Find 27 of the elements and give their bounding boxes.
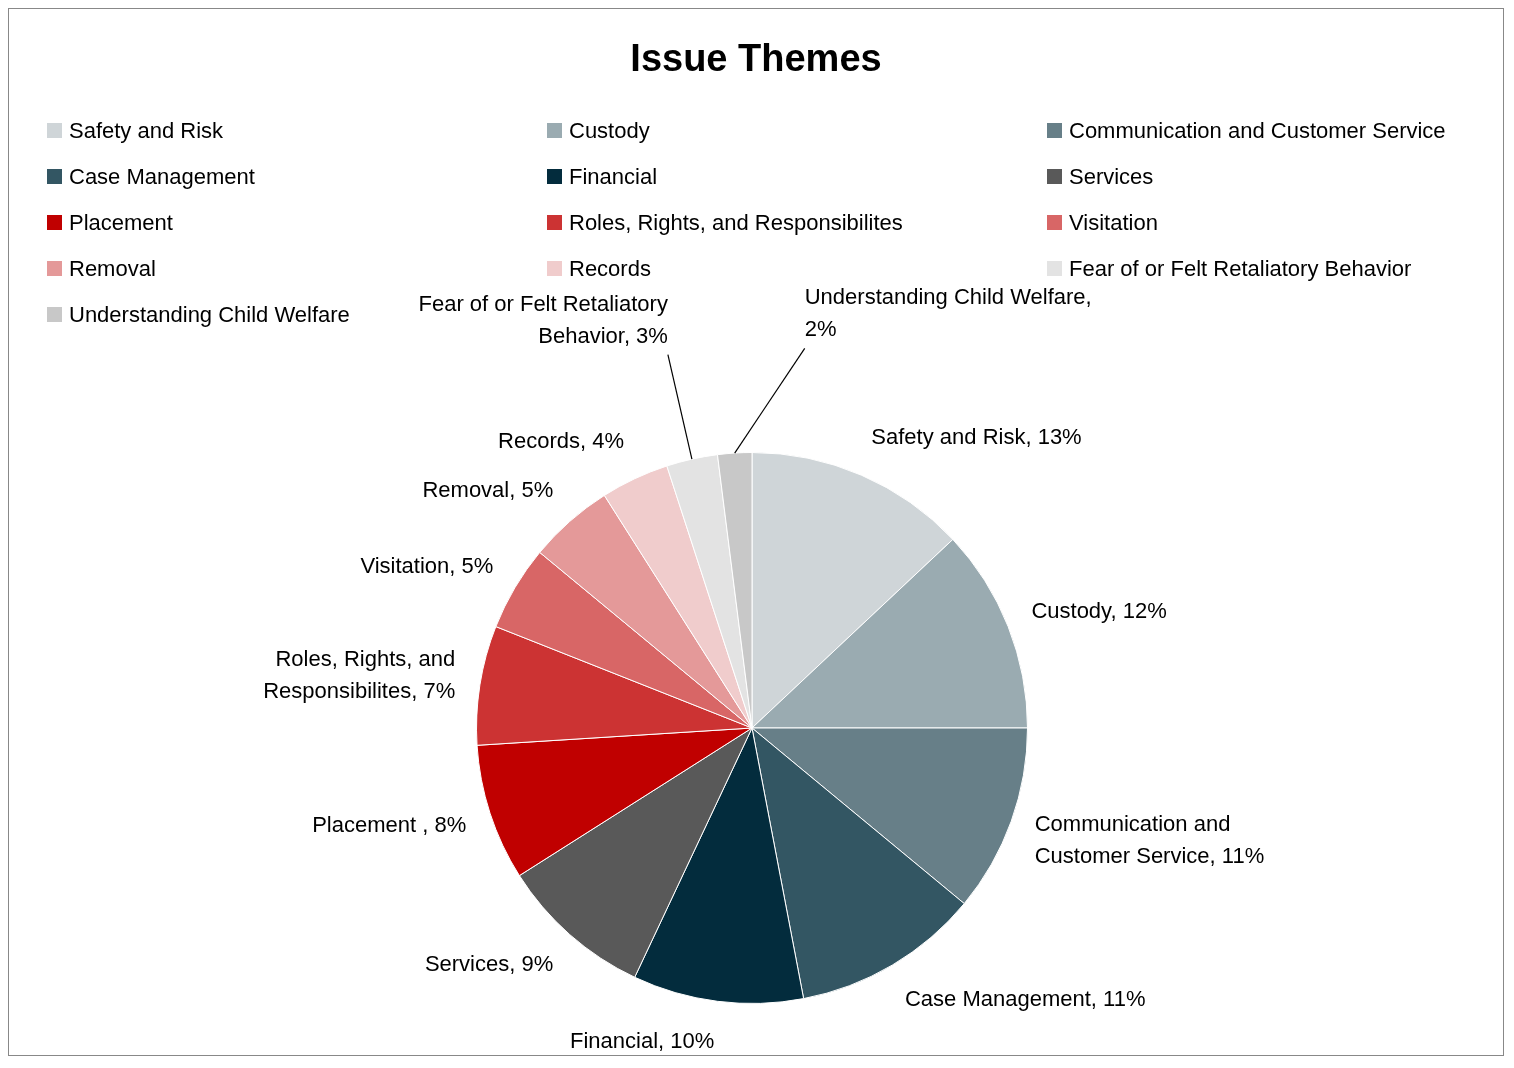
legend-label: Financial [569,163,658,190]
data-label: Visitation, 5% [360,552,494,578]
legend-label: Communication and Customer Service [1069,117,1446,144]
legend-label: Safety and Risk [69,117,224,144]
data-label: Case Management, 11% [904,986,1146,1012]
data-label: Roles, Rights, and Responsibilites, 7% [263,646,456,704]
data-label: Custody, 12% [1031,597,1167,623]
data-label: Understanding Child Welfare, 2% [804,284,1092,342]
legend-label: Records [569,255,651,282]
legend-label: Visitation [1069,209,1158,236]
legend-label: Custody [569,117,650,144]
data-label: Communication and Customer Service, 11% [1034,810,1265,868]
legend-label: Case Management [69,163,255,190]
data-label: Removal, 5% [422,476,554,502]
legend-label: Removal [69,255,156,282]
data-label: Fear of or Felt Retaliatory Behavior, 3% [418,290,668,348]
legend-label: Placement [69,209,173,236]
data-label: Services, 9% [424,951,554,977]
data-label: Safety and Risk, 13% [871,423,1082,449]
data-label: Placement , 8% [312,811,467,837]
chart-title: Issue Themes [629,37,883,80]
legend-label: Roles, Rights, and Responsibilites [569,209,903,236]
legend-label: Services [1069,163,1154,190]
legend-label: Understanding Child Welfare [69,301,350,328]
legend-label: Fear of or Felt Retaliatory Behavior [1069,255,1412,282]
data-label: Records, 4% [498,427,625,453]
data-label: Financial, 10% [570,1028,715,1054]
